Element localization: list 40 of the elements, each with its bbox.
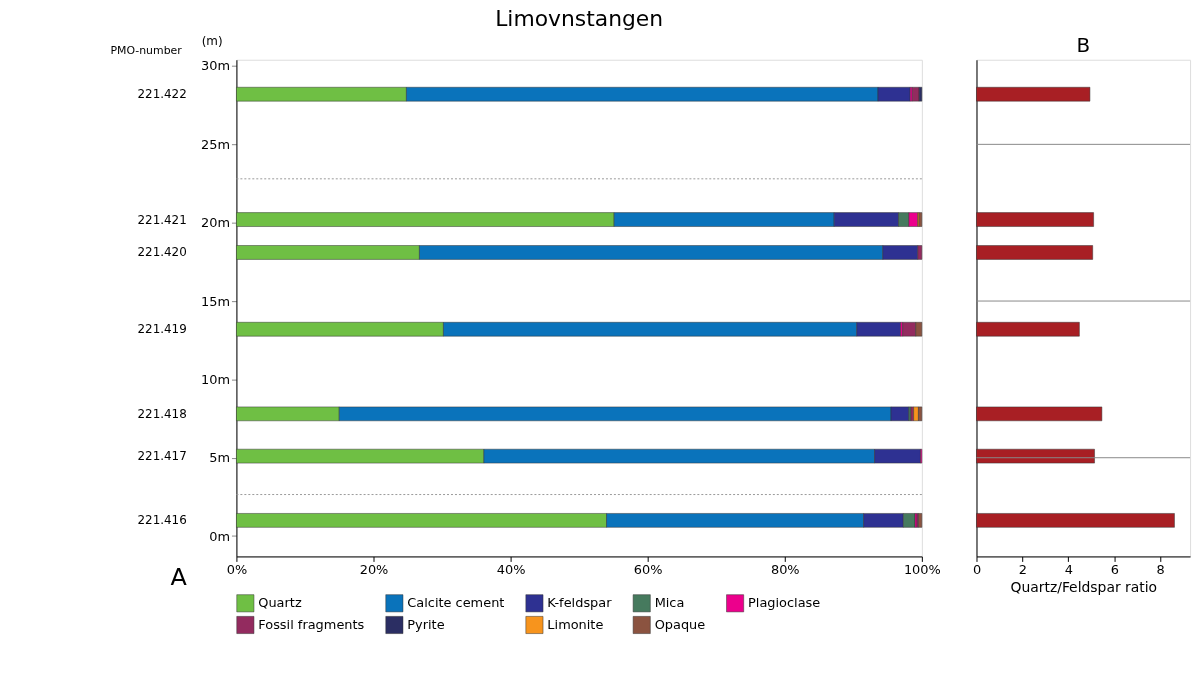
legend-label: Plagioclase (748, 595, 821, 611)
y-tick-label: 5m (209, 450, 230, 466)
legend-label: Opaque (654, 616, 706, 632)
x-tick-label: 0% (226, 561, 248, 577)
y-tick-label: 15m (200, 293, 230, 309)
legend-label: K-feldspar (547, 595, 613, 611)
y-tick-label: 10m (200, 371, 230, 387)
text: 221.422 (137, 87, 187, 102)
text: 221.416 (137, 513, 187, 528)
x-tick-label: 0 (972, 561, 982, 577)
text: 221.418 (137, 406, 187, 421)
x-tick-label: 2 (1018, 561, 1028, 577)
x-axis-title: Quartz/Feldspar ratio (1010, 578, 1158, 595)
x-tick-label: 80% (770, 561, 800, 577)
x-tick-label: 8 (1156, 561, 1165, 577)
x-tick-label: 20% (359, 561, 389, 577)
x-tick-label: 4 (1064, 561, 1073, 577)
legend-label: Calcite cement (407, 595, 505, 611)
text: PMO-number (110, 43, 183, 57)
y-tick-label: 25m (200, 136, 230, 152)
legend-label: Quartz (258, 595, 302, 611)
text: 221.417 (137, 449, 187, 464)
y-tick-label: 0m (209, 528, 230, 544)
legend-label: Mica (654, 595, 685, 611)
chart-title: B (1076, 33, 1091, 57)
x-tick-label: 40% (496, 561, 526, 577)
x-tick-label: 100% (903, 561, 941, 577)
legend-label: Limonite (547, 616, 604, 632)
y-axis-title: (m) (201, 34, 223, 49)
y-tick-label: 20m (200, 215, 230, 231)
text: 221.421 (137, 212, 187, 227)
x-tick-label: 60% (633, 561, 663, 577)
chart-title: Limovnstangen (495, 5, 664, 31)
legend-label: Pyrite (407, 616, 445, 632)
text: 221.420 (137, 245, 187, 260)
x-tick-label: 6 (1110, 561, 1119, 577)
text: A (170, 563, 188, 592)
text: 221.419 (137, 322, 187, 337)
legend-label: Fossil fragments (258, 616, 365, 632)
y-tick-label: 30m (200, 58, 230, 74)
